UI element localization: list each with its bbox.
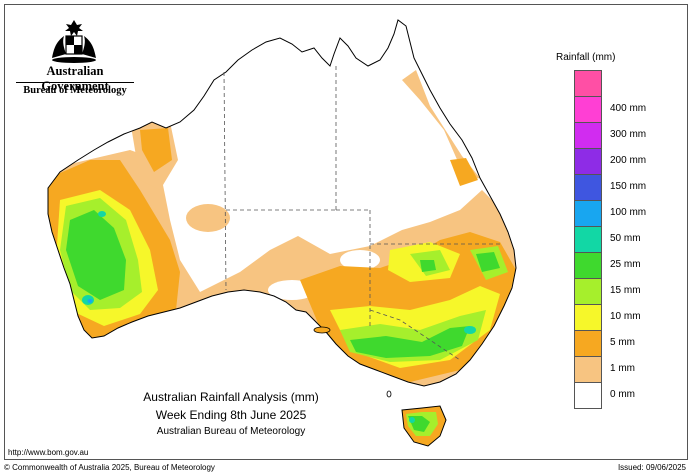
legend-label: 15 mm [610, 285, 641, 296]
legend-swatch [574, 279, 602, 305]
coat-of-arms-icon [52, 20, 96, 63]
legend-label: 200 mm [610, 155, 647, 166]
logo-divider [16, 82, 134, 83]
legend-swatch [574, 70, 602, 97]
map-period: Week Ending 8th June 2025 [155, 408, 307, 422]
legend-label: 300 mm [610, 129, 647, 140]
legend-swatch [574, 305, 602, 331]
kangaroo-island [313, 326, 331, 334]
legend-swatch [574, 331, 602, 357]
legend-swatch [574, 253, 602, 279]
legend-swatch [574, 227, 602, 253]
legend-swatch [574, 357, 602, 383]
legend-label: 150 mm [610, 181, 647, 192]
website-link[interactable]: http://www.bom.gov.au [8, 448, 89, 457]
legend-label: 25 mm [610, 259, 641, 270]
rainfall-legend [574, 70, 602, 409]
legend-label: 5 mm [610, 337, 635, 348]
legend-label: 10 mm [610, 311, 641, 322]
legend-label: 0 mm [610, 389, 635, 400]
issued-date: Issued: 09/06/2025 [617, 463, 686, 472]
legend-label: 50 mm [610, 233, 641, 244]
king-island [386, 390, 392, 398]
legend-swatch [574, 201, 602, 227]
legend-swatch [574, 175, 602, 201]
legend-swatch [574, 123, 602, 149]
rainfall-map [47, 19, 517, 447]
legend-label: 1 mm [610, 363, 635, 374]
legend-swatch [574, 383, 602, 409]
state-borders [223, 66, 500, 361]
legend-swatch [574, 97, 602, 123]
government-logo: Australian Government Bureau of Meteorol… [14, 14, 136, 104]
legend-label: 400 mm [610, 103, 647, 114]
agency-name: Bureau of Meteorology [23, 85, 127, 96]
tasmania [401, 405, 447, 447]
legend-swatch [574, 149, 602, 175]
map-source: Australian Bureau of Meteorology [156, 426, 306, 437]
legend-title: Rainfall (mm) [556, 52, 616, 63]
legend-label: 100 mm [610, 207, 647, 218]
map-title: Australian Rainfall Analysis (mm) [143, 390, 319, 404]
copyright-notice: © Commonwealth of Australia 2025, Bureau… [4, 463, 215, 472]
